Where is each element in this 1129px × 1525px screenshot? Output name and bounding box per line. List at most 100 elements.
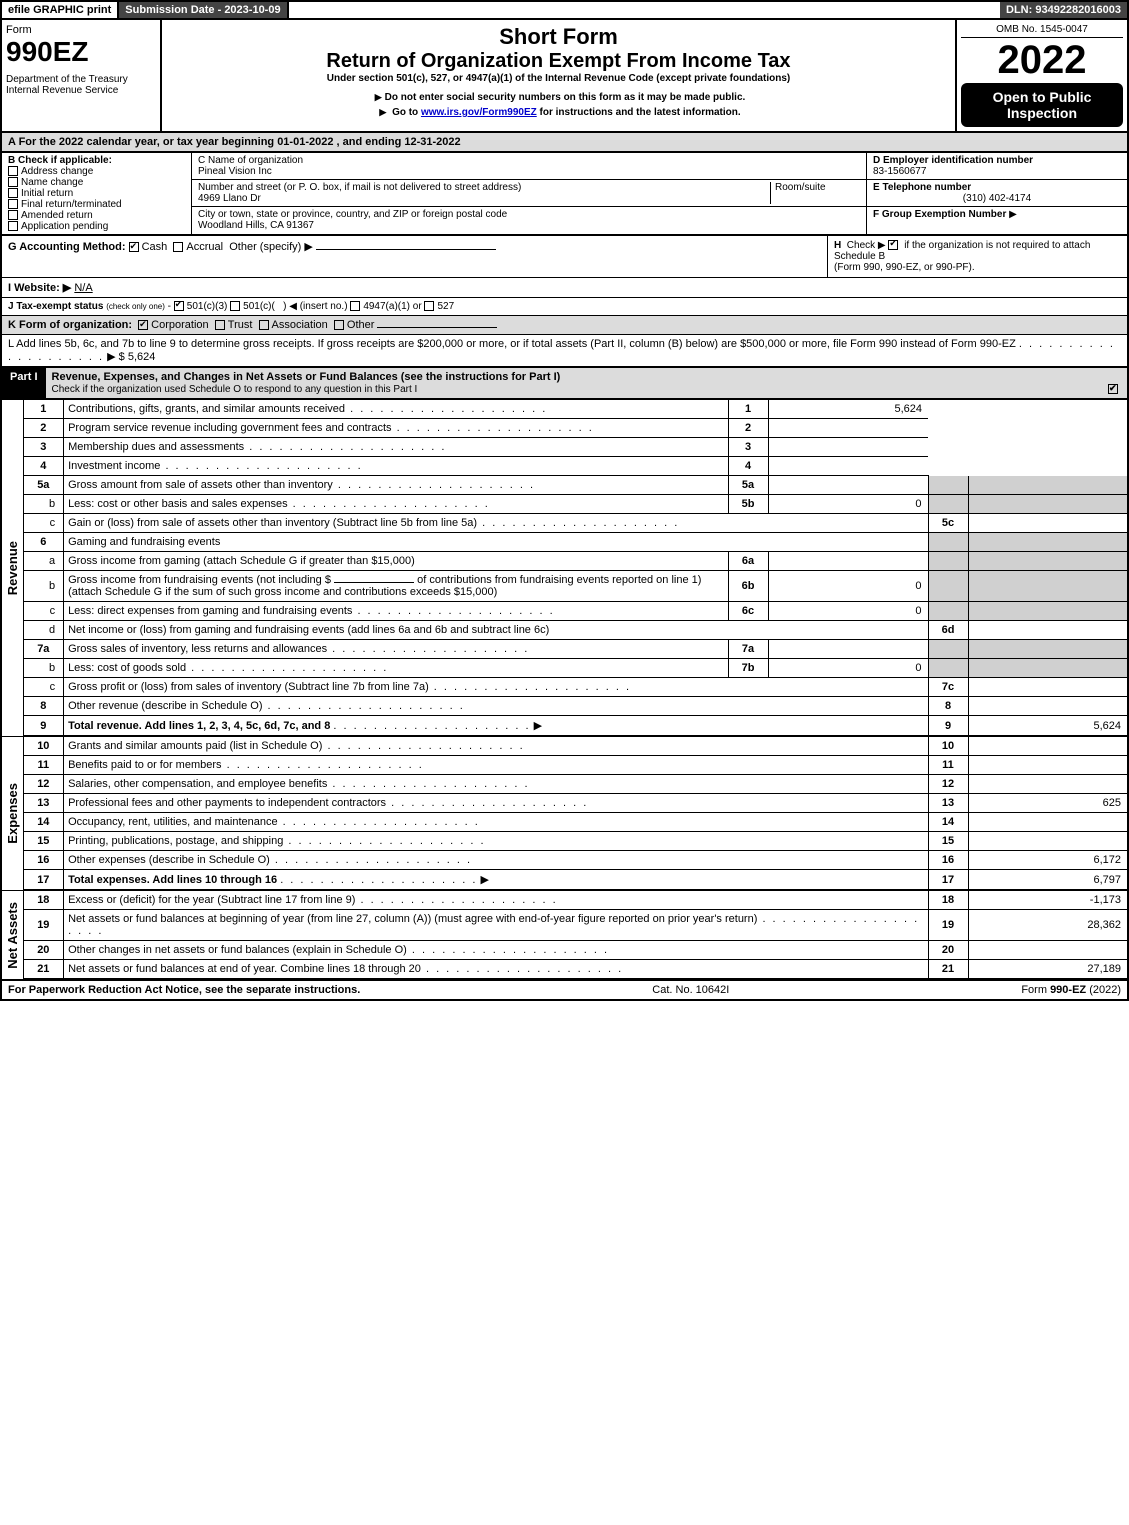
row-i: I Website: ▶ N/A bbox=[0, 278, 1129, 298]
open-public-badge: Open to Public Inspection bbox=[961, 83, 1123, 127]
footer-mid: Cat. No. 10642I bbox=[652, 984, 729, 996]
return-title: Return of Organization Exempt From Incom… bbox=[166, 50, 951, 73]
phone-value: (310) 402-4174 bbox=[873, 193, 1121, 204]
page-footer: For Paperwork Reduction Act Notice, see … bbox=[0, 980, 1129, 1001]
form-word: Form bbox=[6, 24, 156, 36]
goto-post: for instructions and the latest informat… bbox=[540, 107, 741, 118]
b-opt-4[interactable]: Amended return bbox=[8, 210, 185, 221]
revenue-table: 1Contributions, gifts, grants, and simil… bbox=[24, 400, 1129, 737]
b-label: B Check if applicable: bbox=[8, 155, 185, 166]
top-bar: efile GRAPHIC print Submission Date - 20… bbox=[0, 0, 1129, 20]
line-5b: bLess: cost or other basis and sales exp… bbox=[24, 495, 1128, 514]
part1-title: Revenue, Expenses, and Changes in Net As… bbox=[46, 368, 1127, 398]
org-address: 4969 Llano Dr bbox=[198, 193, 770, 204]
dept-line2: Internal Revenue Service bbox=[6, 85, 156, 96]
netassets-vlabel: Net Assets bbox=[0, 891, 24, 980]
dln-label: DLN: 93492282016003 bbox=[1000, 2, 1127, 18]
line-9: 9Total revenue. Add lines 1, 2, 3, 4, 5c… bbox=[24, 716, 1128, 737]
footer-right: Form 990-EZ (2022) bbox=[1021, 984, 1121, 996]
under-section: Under section 501(c), 527, or 4947(a)(1)… bbox=[166, 73, 951, 84]
line-19: 19Net assets or fund balances at beginni… bbox=[24, 910, 1128, 941]
line-15: 15Printing, publications, postage, and s… bbox=[24, 832, 1128, 851]
ssn-warning: Do not enter social security numbers on … bbox=[166, 92, 951, 103]
irs-link[interactable]: www.irs.gov/Form990EZ bbox=[421, 107, 537, 118]
line-1: 1Contributions, gifts, grants, and simil… bbox=[24, 400, 1128, 419]
h-check[interactable] bbox=[888, 240, 898, 250]
k-other-check[interactable] bbox=[334, 320, 344, 330]
part1-header: Part I Revenue, Expenses, and Changes in… bbox=[0, 368, 1129, 400]
line-12: 12Salaries, other compensation, and empl… bbox=[24, 775, 1128, 794]
i-label: I Website: ▶ bbox=[8, 282, 71, 294]
c-name-label: C Name of organization bbox=[198, 155, 860, 166]
line-17: 17Total expenses. Add lines 10 through 1… bbox=[24, 870, 1128, 891]
year-block: OMB No. 1545-0047 2022 Open to Public In… bbox=[957, 20, 1127, 131]
expenses-table: 10Grants and similar amounts paid (list … bbox=[24, 737, 1129, 891]
g-cash-check[interactable] bbox=[129, 242, 139, 252]
line-13: 13Professional fees and other payments t… bbox=[24, 794, 1128, 813]
line-5c: cGain or (loss) from sale of assets othe… bbox=[24, 514, 1128, 533]
line-3: 3Membership dues and assessments3 bbox=[24, 438, 1128, 457]
line-2: 2Program service revenue including gover… bbox=[24, 419, 1128, 438]
netassets-block: Net Assets 18Excess or (deficit) for the… bbox=[0, 891, 1129, 980]
row-l: L Add lines 5b, 6c, and 7b to line 9 to … bbox=[0, 335, 1129, 368]
g-accrual-check[interactable] bbox=[173, 242, 183, 252]
g-label: G Accounting Method: bbox=[8, 241, 126, 253]
line-10: 10Grants and similar amounts paid (list … bbox=[24, 737, 1128, 756]
row-j: J Tax-exempt status (check only one) - 5… bbox=[0, 298, 1129, 316]
form-header: Form 990EZ Department of the Treasury In… bbox=[0, 20, 1129, 133]
part1-schedo-check[interactable] bbox=[1108, 384, 1118, 394]
line-4: 4Investment income4 bbox=[24, 457, 1128, 476]
b-opt-3[interactable]: Final return/terminated bbox=[8, 199, 185, 210]
line-21: 21Net assets or fund balances at end of … bbox=[24, 960, 1128, 980]
line-18: 18Excess or (deficit) for the year (Subt… bbox=[24, 891, 1128, 910]
b-opt-5[interactable]: Application pending bbox=[8, 221, 185, 232]
j-label: J Tax-exempt status bbox=[8, 301, 103, 312]
section-c: C Name of organization Pineal Vision Inc… bbox=[192, 153, 867, 234]
line-7a: 7aGross sales of inventory, less returns… bbox=[24, 640, 1128, 659]
ein-value: 83-1560677 bbox=[873, 166, 1121, 177]
b-opt-0[interactable]: Address change bbox=[8, 166, 185, 177]
revenue-block: Revenue 1Contributions, gifts, grants, a… bbox=[0, 400, 1129, 737]
revenue-vlabel: Revenue bbox=[0, 400, 24, 737]
org-name: Pineal Vision Inc bbox=[198, 166, 860, 177]
k-label: K Form of organization: bbox=[8, 319, 132, 331]
line-14: 14Occupancy, rent, utilities, and mainte… bbox=[24, 813, 1128, 832]
c-city-label: City or town, state or province, country… bbox=[198, 209, 860, 220]
line-20: 20Other changes in net assets or fund ba… bbox=[24, 941, 1128, 960]
short-form-title: Short Form bbox=[166, 24, 951, 50]
c-addr-label: Number and street (or P. O. box, if mail… bbox=[198, 182, 770, 193]
org-city: Woodland Hills, CA 91367 bbox=[198, 220, 860, 231]
submission-date: Submission Date - 2023-10-09 bbox=[119, 2, 288, 18]
omb-number: OMB No. 1545-0047 bbox=[961, 24, 1123, 38]
line-7c: cGross profit or (loss) from sales of in… bbox=[24, 678, 1128, 697]
tax-year: 2022 bbox=[961, 38, 1123, 83]
room-suite-label: Room/suite bbox=[770, 182, 860, 204]
section-a: A For the 2022 calendar year, or tax yea… bbox=[0, 133, 1129, 153]
form-number: 990EZ bbox=[6, 36, 156, 68]
arrow-icon bbox=[376, 107, 389, 118]
section-def: D Employer identification number 83-1560… bbox=[867, 153, 1127, 234]
b-opt-1[interactable]: Name change bbox=[8, 177, 185, 188]
f-label: F Group Exemption Number bbox=[873, 209, 1006, 220]
line-16: 16Other expenses (describe in Schedule O… bbox=[24, 851, 1128, 870]
l-amount: $ 5,624 bbox=[119, 351, 156, 363]
b-opt-2[interactable]: Initial return bbox=[8, 188, 185, 199]
goto-pre: Go to bbox=[392, 107, 421, 118]
d-label: D Employer identification number bbox=[873, 155, 1121, 166]
footer-left: For Paperwork Reduction Act Notice, see … bbox=[8, 984, 360, 996]
k-trust-check[interactable] bbox=[215, 320, 225, 330]
row-gh: G Accounting Method: Cash Accrual Other … bbox=[0, 236, 1129, 278]
efile-label[interactable]: efile GRAPHIC print bbox=[2, 2, 119, 18]
entity-row: B Check if applicable: Address change Na… bbox=[0, 153, 1129, 236]
line-6a: aGross income from gaming (attach Schedu… bbox=[24, 552, 1128, 571]
website-value: N/A bbox=[74, 282, 92, 294]
k-corp-check[interactable] bbox=[138, 320, 148, 330]
section-g: G Accounting Method: Cash Accrual Other … bbox=[2, 236, 827, 277]
expenses-vlabel: Expenses bbox=[0, 737, 24, 891]
title-block: Short Form Return of Organization Exempt… bbox=[162, 20, 957, 131]
section-h: H Check ▶ if the organization is not req… bbox=[827, 236, 1127, 277]
k-assoc-check[interactable] bbox=[259, 320, 269, 330]
expenses-block: Expenses 10Grants and similar amounts pa… bbox=[0, 737, 1129, 891]
row-k: K Form of organization: Corporation Trus… bbox=[0, 316, 1129, 335]
e-label: E Telephone number bbox=[873, 182, 1121, 193]
